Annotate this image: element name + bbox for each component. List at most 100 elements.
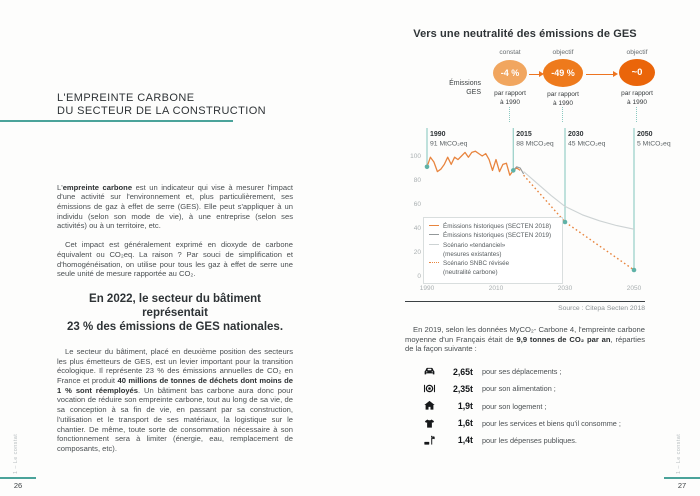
right-section-sidebar-label: 1 – Le constat [676,433,682,474]
flow-node-note: par rapport à 1990 [621,90,653,106]
car-icon [419,363,439,381]
flow-connector-2015 [509,107,510,122]
impact-row-shirt: 1,6t pour les services et biens qu'il con… [405,415,645,432]
y-axis-tick: 100 [410,153,421,160]
marker-value-label: 88 MtCO₂eq [516,141,554,148]
house-icon [419,397,439,415]
impact-value: 1,6t [457,418,473,429]
impact-label: pour son logement ; [482,401,547,411]
right-page-body: Vers une neutralité des émissions de GES… [405,28,671,449]
marker-dot-1990 [424,164,430,170]
paragraph-building-sector: Le secteur du bâtiment, placé en deuxièm… [57,346,294,453]
legend-entry: Émissions historiques (SECTEN 2019) [429,231,557,240]
marker-value-label: 45 MtCO₂eq [568,141,606,148]
flow-node-tag: objectif [626,49,648,56]
flow-node-tag: objectif [552,49,574,56]
flow-axis-label-line2: GES [466,89,481,96]
legend-entry-continuation: (neutralité carbone) [443,269,498,277]
flow-connector-2050 [636,107,637,122]
chart-source: Source : Citepa Secten 2018 [558,305,645,312]
key-statement: En 2022, le secteur du bâtiment représen… [57,292,293,334]
flow-axis-label: Émissions GES [405,79,481,97]
impact-row-car: 2,65t pour ses déplacements ; [405,363,645,380]
left-page-number: 26 [13,481,23,490]
flow-arrow-icon [586,71,618,77]
x-axis-tick: 2010 [489,285,504,292]
impact-list: 2,65t pour ses déplacements ; 2,35t pour so… [405,363,645,449]
flow-node-tag: constat [499,49,521,56]
marker-value-label: 5 MtCO₂eq [637,141,671,148]
key-statement-line1: En 2022, le secteur du bâtiment représen… [89,292,261,319]
marker-value-label: 91 MtCO₂eq [430,141,468,148]
emissions-chart-svg: 1990 91 MtCO₂eq 2015 88 MtCO₂eq 2030 45 MtCO₂… [410,128,671,292]
y-axis-tick: 60 [414,201,422,208]
public-icon [419,431,439,449]
series-tendanciel [523,171,635,230]
flow-node-note: par rapport à 1990 [547,91,579,107]
flow-axis-label-line1: Émissions [449,80,481,87]
marker-year-label: 2015 [516,131,532,138]
series-snbc [523,174,635,271]
marker-year-label: 1990 [430,131,446,138]
flow-node-note: par rapport à 1990 [494,90,526,106]
paragraph-co2eq: Cet impact est généralement exprimé en d… [57,240,293,279]
x-axis-tick: 1990 [420,285,435,292]
emissions-flow-diagram: Émissions GES constat -4 % par rapport à 19… [405,43,655,123]
impact-label: pour les services et biens qu'il consomm… [482,418,621,428]
paragraph-definition: L'empreinte carbone est un indicateur qu… [57,182,293,231]
flow-node--49%: objectif -49 % par rapport à 1990 [533,43,593,108]
y-axis-tick: 80 [414,177,422,184]
legend-swatch-tendanciel-icon [429,243,439,245]
impact-label: pour les dépenses publiques. [482,435,577,445]
key-statement-line2: 23 % des émissions de GES nationales. [66,320,284,333]
left-footer-rule [0,477,36,479]
section-title-line2: DU SECTEUR DE LA CONSTRUCTION [57,104,267,117]
flow-node--4%: constat -4 % par rapport à 1990 [480,43,540,107]
impact-value: 1,4t [457,435,473,446]
marker-dot-2030 [562,219,568,225]
marker-year-label: 2030 [568,131,584,138]
left-section-sidebar-label: 1 – Le constat [13,433,19,474]
marker-year-label: 2050 [637,131,653,138]
impact-label: pour ses déplacements ; [482,367,562,377]
food-icon [419,380,439,398]
impact-value: 2,35t [452,383,473,394]
marker-dot-2015 [510,168,516,173]
flow-connector-2030 [562,107,563,122]
impact-row-house: 1,9t pour son logement ; [405,397,645,414]
legend-swatch-snbc-icon [429,262,439,264]
x-axis-tick: 2050 [627,285,642,292]
shirt-icon [419,414,439,432]
y-axis-tick: 0 [417,273,421,280]
chart-legend: Émissions historiques (SECTEN 2018) Émiss… [423,217,563,284]
source-divider [405,301,645,302]
right-page-number: 27 [677,481,687,490]
impact-value: 1,9t [457,401,473,412]
left-page-body: L'empreinte carbone est un indicateur qu… [57,175,293,461]
section-title: L'EMPREINTE CARBONE DU SECTEUR DE LA CON… [57,92,297,117]
flow-node-bubble: -49 % [543,59,583,87]
series-secten2018 [426,150,521,176]
paragraph-footprint-intro: En 2019, selon les données MyCO₂- Carbon… [405,325,645,354]
flow-node-~0: objectif ~0 par rapport à 1990 [607,43,667,107]
legend-entry: Scénario «tendanciel» [429,241,557,250]
y-axis-tick: 20 [414,249,422,256]
legend-swatch-secten2019-icon [429,234,439,236]
x-axis-tick: 2030 [558,285,573,292]
chart-title: Vers une neutralité des émissions de GES [413,28,637,40]
legend-entry-continuation: (mesures existantes) [443,250,502,258]
impact-label: pour son alimentation ; [482,384,556,394]
right-footer-rule [664,477,700,479]
legend-entry: Scénario SNBC révisée [429,259,557,268]
impact-value: 2,65t [452,366,473,377]
legend-swatch-secten2018-icon [429,225,439,226]
emissions-chart: 1990 91 MtCO₂eq 2015 88 MtCO₂eq 2030 45 MtCO₂… [405,124,700,294]
section-title-line1: L'EMPREINTE CARBONE [57,92,195,104]
marker-dot-2050 [631,267,637,273]
flow-node-bubble: ~0 [619,59,655,86]
y-axis-tick: 40 [414,225,422,232]
series-secten2019 [512,166,525,175]
flow-arrow-icon [529,71,544,77]
section-title-underline [0,120,233,122]
